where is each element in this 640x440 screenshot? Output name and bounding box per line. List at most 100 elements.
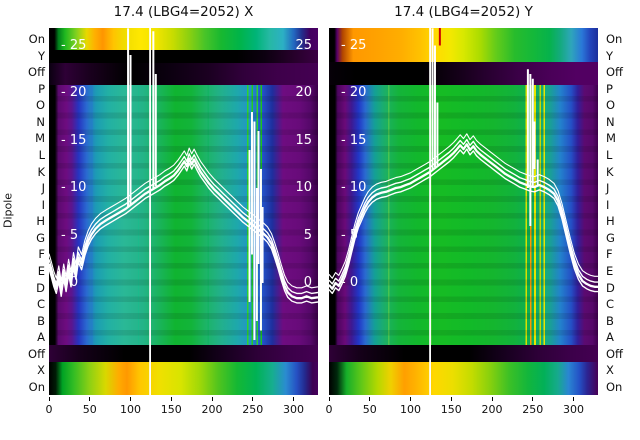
dipole-label-c: C [606,297,615,312]
x-tick-label: 200 [481,403,503,416]
x-tick [450,397,452,401]
overlay-tick-left: - 10 [61,180,87,195]
overlay-tick-left: - 25 [61,37,87,53]
dipole-label-g: G [36,230,45,245]
trace-overlay [49,28,318,395]
x-tick-label: 0 [45,403,53,416]
dipole-label-a: A [37,330,45,345]
overlay-tick-left: - 15 [61,132,87,148]
dipole-label-y: Y [37,48,45,63]
trace-overlay [329,28,598,395]
heatmap-band-on-bottom [329,362,598,395]
panel-y-heatmap: - 25 - 20 - 15 - 10 - 5 - 0 [329,28,598,395]
dipole-label-i: I [606,197,610,212]
dipole-label-on: On [28,32,45,46]
dipole-label-e: E [37,263,45,278]
dipole-label-g: G [606,230,615,245]
x-tick [48,397,50,401]
dipole-label-h: H [36,214,45,229]
profile-trace [329,138,598,285]
dipole-label-p: P [606,81,613,96]
x-tick [170,397,172,401]
heatmap-vertical-streaks [49,85,318,345]
dipole-label-f: F [606,247,613,262]
dipole-label-m: M [35,131,45,146]
dipole-label-c: C [36,297,45,312]
dipole-label-b: B [37,313,45,328]
dipole-label-d: D [36,280,45,295]
panel-y-title: 17.4 (LBG4=2052) Y [394,4,533,20]
dipole-label-y: Y [606,48,614,63]
panel-y-xaxis: 0 50 100 150 200 250 300 [326,395,598,425]
overlay-tick-left: - 5 [341,227,359,243]
dipole-label-b: B [606,313,614,328]
x-tick-label: 50 [362,403,377,416]
x-tick [211,397,213,401]
x-tick [573,397,575,401]
dipole-label-n: N [36,114,45,129]
profile-trace [49,162,318,304]
dipole-label-k: K [37,164,45,179]
x-tick-label: 150 [440,403,462,416]
overlay-tick-left: - 25 [341,37,367,53]
dipole-label-i: I [41,197,45,212]
dipole-label-e: E [606,263,614,278]
dipole-label-d: D [606,280,615,295]
heatmap-band-on-top [329,28,598,62]
panel-x-title: 17.4 (LBG4=2052) X [113,4,254,20]
x-tick-label: 200 [201,403,223,416]
dipole-label-j: J [606,181,610,196]
overlay-tick-right: 15 [295,132,312,148]
profile-trace [49,147,318,289]
x-tick-label: 100 [400,403,421,416]
overlay-tick-right: 10 [295,180,312,195]
dipole-label-off: Off [606,346,623,361]
heatmap-band-off-bottom [49,345,318,362]
dipole-label-a: A [606,330,614,345]
heatmap-row-shading [49,85,318,345]
x-tick-label: 300 [283,403,305,416]
panel-x: 17.4 (LBG4=2052) X - 25 25 - 20 20 - 15 15 - 1… [45,0,318,440]
dipole-label-n: N [606,114,615,129]
x-tick [369,397,371,401]
x-tick [532,397,534,401]
dipole-label-off: Off [28,65,45,80]
overlay-tick-left: - 0 [341,275,359,290]
dipole-label-l: L [606,147,613,162]
overlay-tick-right: 25 [295,37,312,53]
dipole-label-f: F [38,247,45,262]
x-tick-label: 300 [563,403,585,416]
dipole-label-on: On [606,32,623,46]
overlay-tick-left: - 0 [61,275,79,290]
overlay-tick-right: 20 [295,85,312,100]
panel-x-heatmap: - 25 25 - 20 20 - 15 15 - 10 10 - 5 5 - 0 0 [49,28,318,395]
x-tick [491,397,493,401]
heatmap-band-off-bottom [329,345,598,362]
overlay-tick-right: 5 [303,227,312,243]
profile-trace [329,143,598,290]
dipole-label-j: J [41,181,45,196]
dipole-label-x: X [606,363,614,378]
x-tick [328,397,330,401]
dipole-label-p: P [38,81,45,96]
x-tick [410,397,411,401]
x-tick [130,397,131,401]
x-tick [293,397,295,401]
overlay-tick-left: - 5 [61,227,79,243]
heatmap-row-shading [329,85,598,345]
overlay-tick-right: 0 [303,275,312,290]
dipole-label-l: L [38,147,45,162]
x-tick-label: 50 [82,403,97,416]
dipole-label-on: On [28,379,45,394]
x-tick-label: 250 [242,403,264,416]
heatmap-vertical-streaks [329,85,598,345]
profile-trace [329,133,598,279]
profile-trace [329,148,598,295]
dipole-label-x: X [37,363,45,378]
heatmap-band-on-bottom [49,362,318,395]
heatmap-band-y [49,50,318,63]
heatmap-band-on-top [49,28,318,50]
dipole-label-off: Off [28,346,45,361]
profile-trace [49,153,318,295]
